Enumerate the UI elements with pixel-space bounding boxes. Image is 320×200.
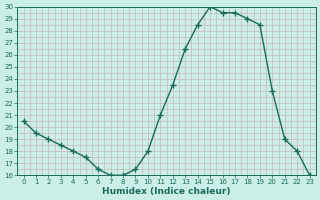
- X-axis label: Humidex (Indice chaleur): Humidex (Indice chaleur): [102, 187, 231, 196]
